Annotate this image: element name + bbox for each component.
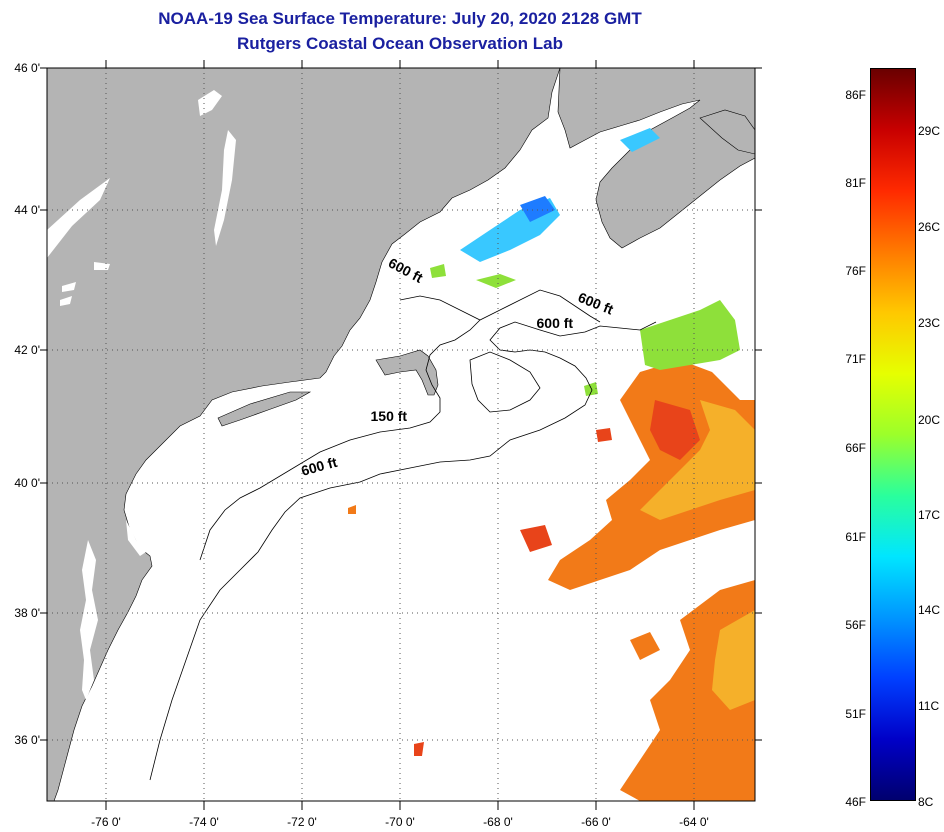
lon-label-74: -74 0' (189, 815, 219, 829)
lat-label-46: 46 0' (14, 61, 40, 75)
colorbar-label-c: 17C (918, 508, 941, 522)
sst-small-5 (630, 632, 660, 660)
sst-warm-core (548, 360, 755, 590)
sst-southeast-light (712, 610, 755, 710)
lon-label-66: -66 0' (581, 815, 611, 829)
sst-bay-fundy (620, 128, 660, 152)
contour-gulf-maine (399, 289, 601, 323)
sst-hot-core (650, 400, 700, 460)
colorbar-label-c: 8C (918, 795, 934, 809)
colorbar-label-f: 66F (845, 441, 866, 455)
long-island (217, 391, 312, 427)
map-frame (46, 67, 756, 802)
lat-lon-grid (47, 68, 755, 801)
colorbar-label-f: 61F (845, 530, 866, 544)
lat-label-36: 36 0' (14, 733, 40, 747)
lon-label-70: -70 0' (385, 815, 415, 829)
temperature-colorbar (870, 68, 916, 801)
lat-label-44: 44 0' (14, 203, 40, 217)
chesapeake-bay (80, 540, 98, 700)
lake-4 (62, 282, 76, 292)
sst-small-4 (414, 742, 424, 756)
lon-label-72: -72 0' (287, 815, 317, 829)
sst-green-small-2 (584, 382, 598, 396)
us-landmass (47, 68, 561, 801)
map-subtitle: Rutgers Coastal Ocean Observation Lab (237, 34, 563, 53)
lon-label-64: -64 0' (679, 815, 709, 829)
nova-scotia (557, 68, 755, 249)
colorbar-label-f: 46F (845, 795, 866, 809)
lat-label-42: 42 0' (14, 343, 40, 357)
colorbar-label-c: 20C (918, 413, 941, 427)
lat-label-38: 38 0' (14, 606, 40, 620)
sst-mid-core (640, 400, 755, 520)
lat-label-40: 40 0' (14, 476, 40, 490)
colorbar-label-f: 81F (845, 176, 866, 190)
sst-green-small-1 (476, 274, 516, 288)
contour-600ft-shelf (149, 321, 657, 781)
colorbar-label-c: 11C (918, 699, 940, 713)
map-title: NOAA-19 Sea Surface Temperature: July 20… (158, 9, 642, 28)
lon-label-68: -68 0' (483, 815, 513, 829)
lake-ontario-edge (47, 178, 110, 258)
cape-breton (699, 109, 755, 155)
sst-small-2 (596, 428, 612, 442)
lake-champlain (214, 130, 236, 246)
colorbar-label-f: 51F (845, 707, 866, 721)
cape-cod (375, 349, 439, 396)
colorbar-label-f: 86F (845, 88, 866, 102)
colorbar-label-c: 14C (918, 603, 941, 617)
colorbar-label-c: 23C (918, 316, 941, 330)
contour-150ft (199, 319, 481, 561)
sst-gulf-maine-blue (520, 196, 555, 222)
lake-3 (60, 296, 72, 306)
delaware-bay (126, 520, 146, 556)
lon-label-76: -76 0' (91, 815, 121, 829)
colorbar-label-c: 26C (918, 220, 941, 234)
sst-small-3 (348, 505, 356, 514)
sst-green-edge (640, 300, 740, 370)
sst-green-small-3 (430, 264, 446, 278)
colorbar-label-f: 56F (845, 618, 866, 632)
contour-label: 150 ft (371, 408, 408, 424)
sst-patches (348, 128, 755, 801)
colorbar-label-c: 29C (918, 124, 941, 138)
sst-small-1 (520, 525, 552, 552)
contour-georges (469, 351, 541, 413)
axis-ticks (40, 60, 762, 810)
lake-1 (198, 90, 222, 116)
bathymetry-contours (149, 289, 657, 781)
colorbar-label-f: 71F (845, 352, 866, 366)
colorbar-label-f: 76F (845, 264, 866, 278)
contour-label: 600 ft (537, 315, 574, 331)
